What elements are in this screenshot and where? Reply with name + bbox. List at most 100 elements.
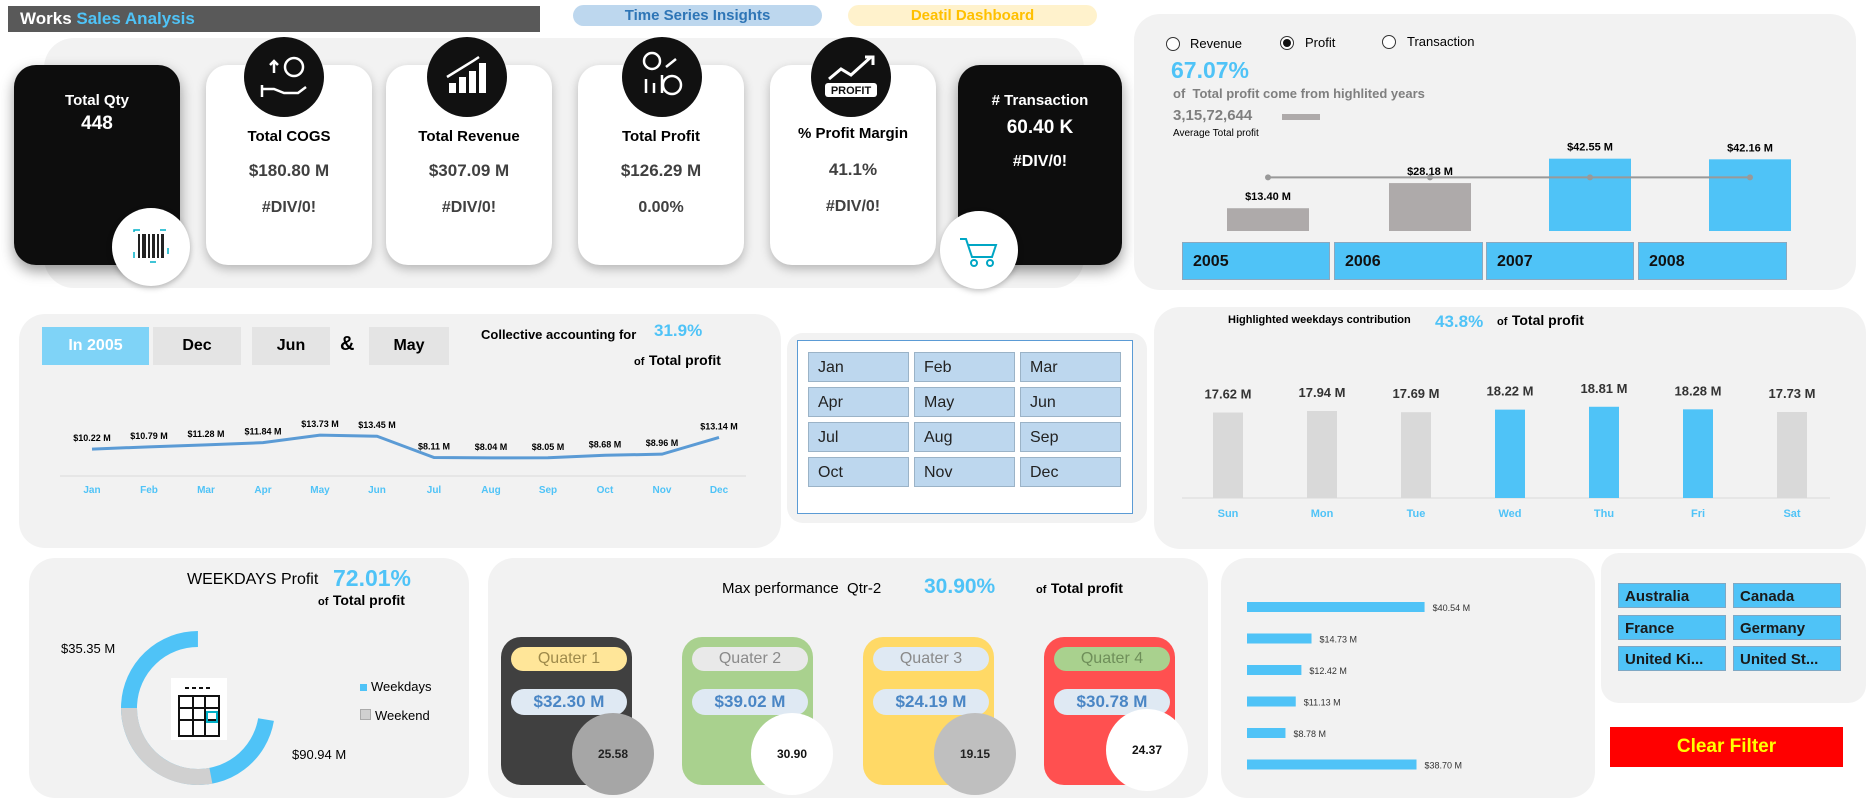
month-button-jul[interactable]: Jul	[808, 422, 909, 452]
radio-profit[interactable]	[1280, 36, 1294, 50]
quarter-4-label: Quater 4	[1054, 647, 1170, 671]
kpi-margin-label: % Profit Margin	[797, 125, 908, 142]
monthly-value-label: $8.68 M	[589, 439, 622, 449]
kpi-transaction-label: # Transaction	[991, 92, 1089, 109]
quarter-pct: 30.90%	[924, 575, 996, 598]
radio-revenue-label: Revenue	[1190, 36, 1243, 51]
weekdays-profit-pct: 72.01%	[333, 565, 412, 591]
time-series-insights-button[interactable]: Time Series Insights	[573, 5, 822, 26]
ampersand-text: &	[340, 333, 355, 355]
title-sales-analysis: Sales Analysis	[76, 9, 195, 28]
year-bar	[1709, 159, 1791, 231]
weekday-value-label: 17.94 M	[1299, 385, 1346, 400]
clear-filter-button[interactable]: Clear Filter	[1610, 727, 1843, 767]
month-button-oct[interactable]: Oct	[808, 457, 909, 487]
country-canada[interactable]: Canada	[1733, 583, 1841, 608]
monthly-axis-label: Apr	[254, 485, 271, 496]
quarter-2-pct: 30.90	[751, 713, 833, 795]
month-button-feb[interactable]: Feb	[914, 352, 1015, 382]
year-button-2005[interactable]: 2005	[1182, 242, 1330, 280]
kpi-profit-value: $126.29 M	[620, 161, 702, 180]
year-button-2007[interactable]: 2007	[1486, 242, 1634, 280]
legend-weekend-text: Weekend	[375, 708, 430, 723]
average-point	[1747, 174, 1753, 181]
country-united-states[interactable]: United St...	[1733, 646, 1841, 671]
year-bar	[1389, 183, 1471, 231]
tab-jun[interactable]: Jun	[252, 327, 330, 365]
month-button-may[interactable]: May	[914, 387, 1015, 417]
country-bar-label: $8.78 M	[1293, 729, 1326, 739]
radio-revenue[interactable]	[1166, 37, 1180, 51]
kpi-qty-value: 448	[81, 113, 113, 134]
monthly-axis-label: Jul	[427, 485, 442, 496]
country-bar-label: $14.73 M	[1320, 635, 1358, 645]
monthly-axis-label: Nov	[653, 485, 672, 496]
dashboard-title: Works Sales Analysis	[8, 6, 540, 32]
quarter-3-card[interactable]: Quater 3 $24.19 M	[863, 637, 994, 785]
monthly-value-label: $8.96 M	[646, 438, 679, 448]
avg-profit-value: 3,15,72,644	[1173, 107, 1253, 124]
year-pct: 67.07%	[1171, 57, 1250, 83]
weekday-bar	[1495, 409, 1525, 498]
weekday-bar	[1307, 410, 1337, 498]
weekday-bar-chart: 17.62 M Sun 17.94 M Mon 17.69 M Tue 18.22 M Wed…	[1182, 381, 1830, 520]
kpi-profit-sub: 0.00%	[638, 199, 684, 216]
month-button-nov[interactable]: Nov	[914, 457, 1015, 487]
month-button-sep[interactable]: Sep	[1020, 422, 1121, 452]
country-bar-label: $12.42 M	[1309, 666, 1347, 676]
country-australia[interactable]: Australia	[1618, 583, 1726, 608]
month-button-dec[interactable]: Dec	[1020, 457, 1121, 487]
month-button-apr[interactable]: Apr	[808, 387, 909, 417]
country-united-kingdom[interactable]: United Ki...	[1618, 646, 1726, 671]
weekdays-total: Total profit	[332, 592, 405, 608]
country-germany[interactable]: Germany	[1733, 615, 1841, 640]
month-button-mar[interactable]: Mar	[1020, 352, 1121, 382]
legend-weekdays-text: Weekdays	[371, 679, 432, 694]
quarter-1-value: $32.30 M	[511, 689, 627, 715]
country-bar-label: $11.13 M	[1304, 698, 1341, 708]
country-bar	[1247, 633, 1312, 644]
kpi-cogs-label: Total COGS	[247, 128, 331, 145]
month-button-jun[interactable]: Jun	[1020, 387, 1121, 417]
month-button-jan[interactable]: Jan	[808, 352, 909, 382]
weekday-pct: 43.8%	[1435, 312, 1484, 331]
weekday-axis-label: Mon	[1311, 508, 1334, 520]
year-pct-text: of Total profit come from highlited year…	[1173, 86, 1425, 101]
tab-in-2005[interactable]: In 2005	[42, 327, 149, 365]
weekday-axis-label: Thu	[1594, 508, 1614, 520]
detail-dashboard-button[interactable]: Deatil Dashboard	[848, 5, 1097, 26]
radio-transaction[interactable]	[1382, 35, 1396, 49]
kpi-revenue-label: Total Revenue	[418, 128, 520, 145]
year-desc-text: Total profit come from highlited years	[1192, 86, 1425, 101]
tab-may[interactable]: May	[369, 327, 449, 365]
year-bar	[1227, 208, 1309, 231]
shopping-cart-icon	[940, 211, 1018, 289]
weekend-value-label: $35.35 M	[61, 641, 116, 656]
monthly-line	[91, 433, 720, 460]
monthly-axis-label: Feb	[140, 485, 158, 496]
month-button-aug[interactable]: Aug	[914, 422, 1015, 452]
weekday-value-label: 18.81 M	[1581, 381, 1628, 396]
money-hand-icon	[244, 37, 324, 117]
quarter-1-card[interactable]: Quater 1 $32.30 M	[501, 637, 632, 785]
country-bar	[1247, 665, 1302, 675]
barcode-icon	[112, 208, 190, 286]
monthly-total: Total profit	[648, 352, 721, 368]
monthly-value-label: $13.73 M	[301, 419, 339, 429]
quarter-3-pct: 19.15	[934, 713, 1016, 795]
quarter-total: Total profit	[1050, 580, 1123, 596]
tab-dec[interactable]: Dec	[153, 327, 241, 365]
year-bar-chart: $13.40 M $28.18 M $42.55 M $42.16 M	[1227, 142, 1791, 231]
title-works: Works	[20, 9, 72, 28]
monthly-value-label: $8.11 M	[418, 442, 450, 452]
country-france[interactable]: France	[1618, 615, 1726, 640]
year-button-2006[interactable]: 2006	[1334, 242, 1483, 280]
basket-icon	[171, 678, 227, 740]
monthly-axis-label: Aug	[481, 485, 500, 496]
quarter-2-value: $39.02 M	[692, 689, 808, 715]
weekdays-donut-chart	[121, 631, 274, 785]
weekday-total-text: of Total profit	[1497, 312, 1584, 330]
monthly-axis-label: Oct	[597, 485, 614, 496]
weekday-value-label: 17.69 M	[1393, 386, 1440, 401]
year-button-2008[interactable]: 2008	[1638, 242, 1787, 280]
